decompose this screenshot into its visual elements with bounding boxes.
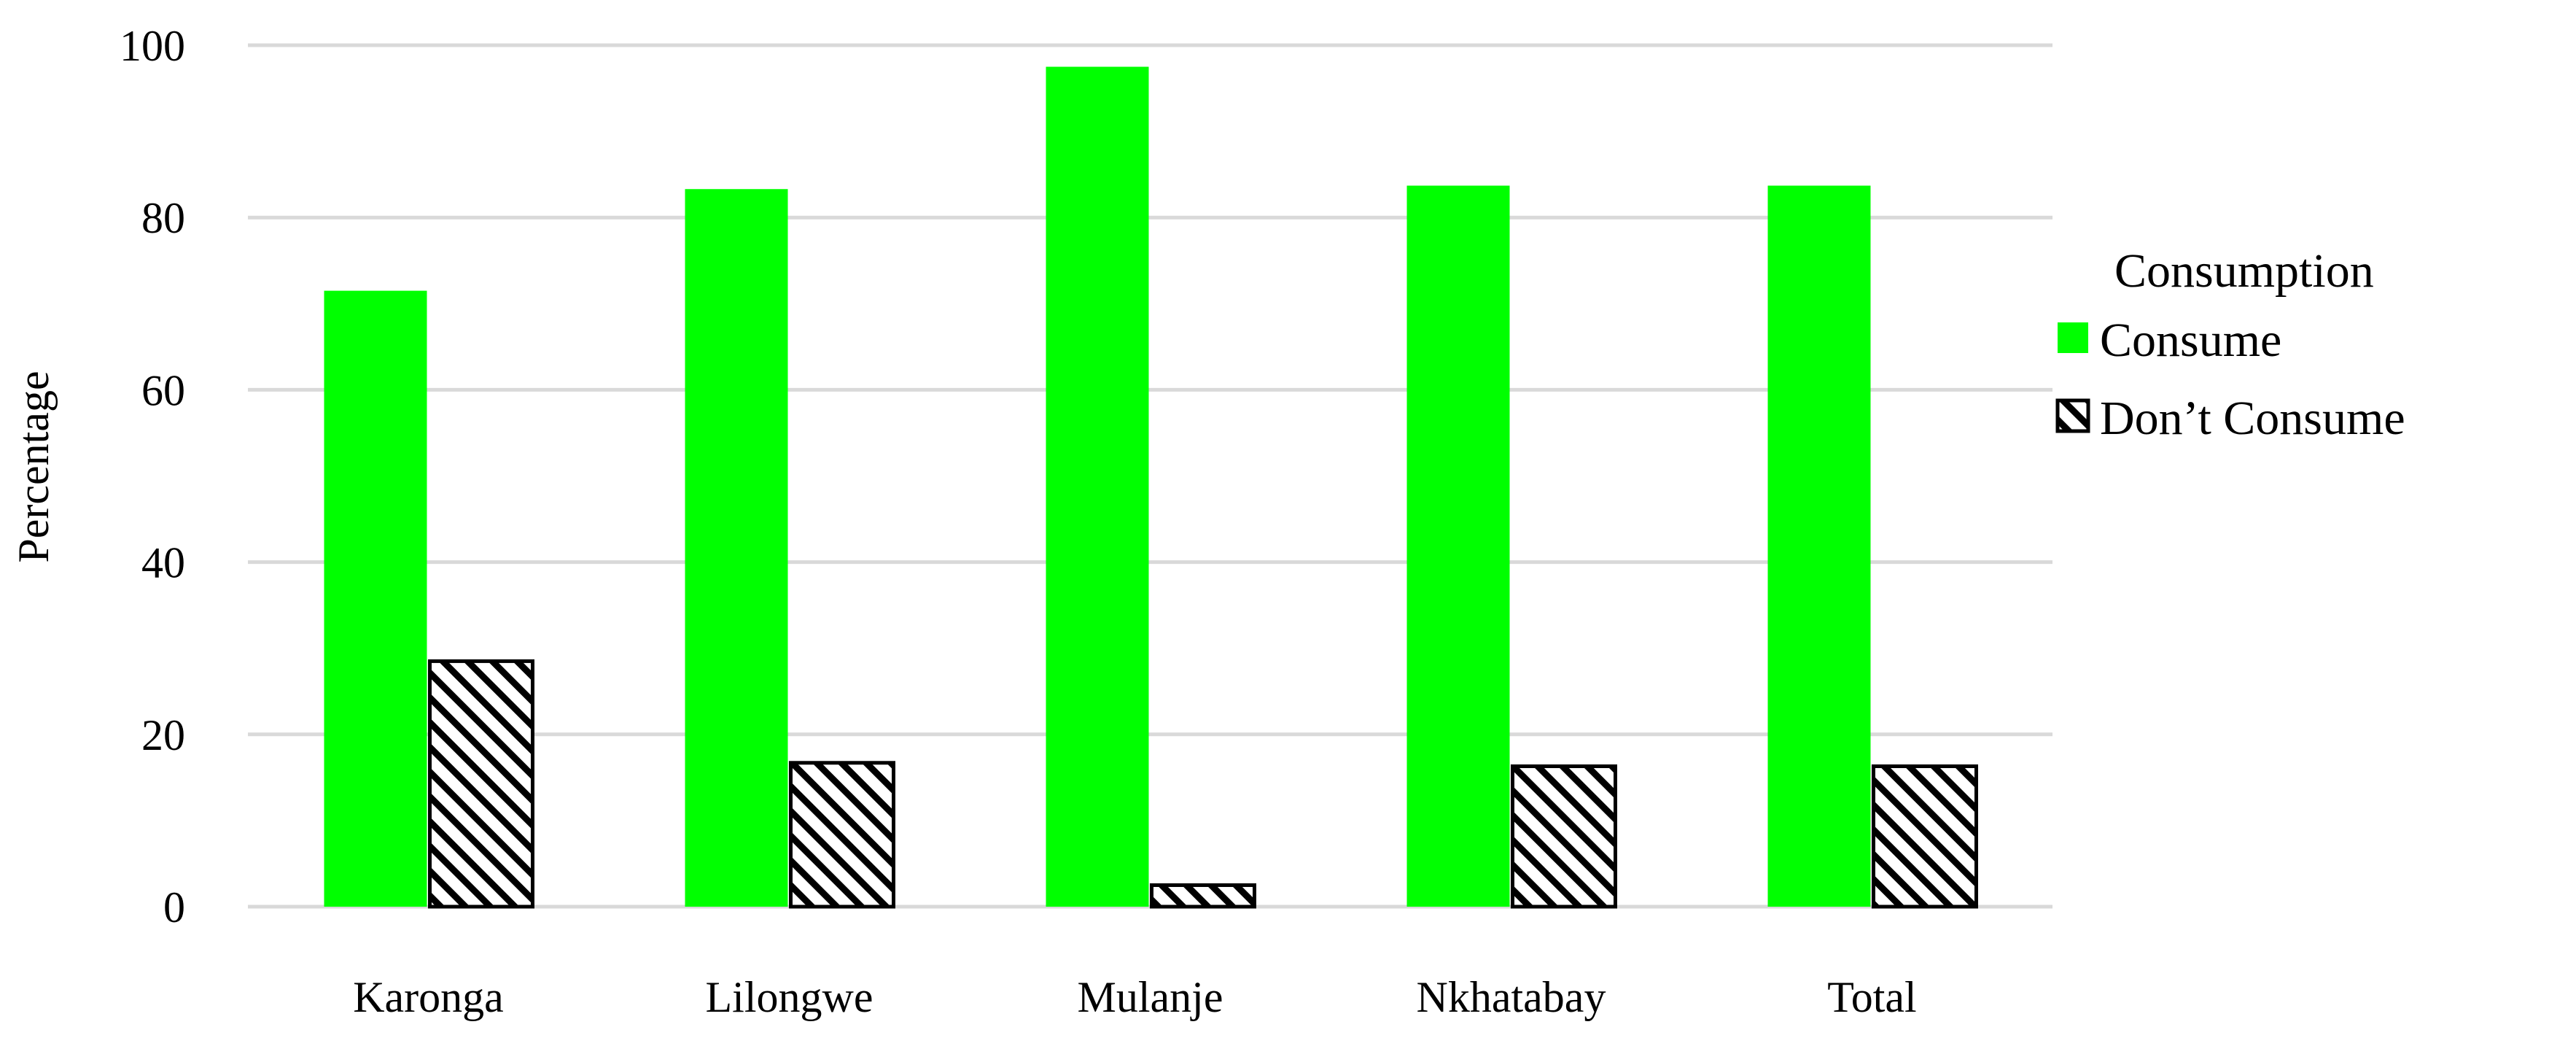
y-tick-label: 0: [163, 883, 185, 931]
legend: Consumption Consume Don’t Consume: [2055, 244, 2405, 445]
y-axis-ticks: 0 20 40 60 80 100: [120, 22, 185, 931]
x-axis-labels: Karonga Lilongwe Mulanje Nkhatabay Total: [353, 973, 1917, 1021]
y-tick-label: 100: [120, 22, 185, 70]
legend-swatch-dont-consume: [2055, 398, 2090, 433]
bar-dont-consume: [428, 659, 534, 909]
x-tick-label: Karonga: [353, 973, 504, 1021]
bar-dont-consume: [1872, 764, 1978, 909]
bar-consume: [324, 290, 427, 907]
bars: [324, 66, 1978, 909]
legend-items: Consume Don’t Consume: [2055, 314, 2405, 445]
legend-swatch-consume: [2058, 322, 2088, 353]
bar-consume: [1767, 185, 1871, 907]
legend-label: Don’t Consume: [2100, 392, 2405, 445]
y-axis-title: Percentage: [9, 371, 58, 562]
bar-dont-consume: [1150, 883, 1256, 909]
y-tick-label: 40: [141, 539, 185, 587]
x-tick-label: Total: [1827, 973, 1916, 1021]
legend-label: Consume: [2100, 314, 2281, 367]
bar-dont-consume: [1511, 764, 1617, 909]
y-tick-label: 60: [141, 366, 185, 414]
bar-consume: [1046, 66, 1149, 907]
y-tick-label: 80: [141, 194, 185, 242]
x-tick-label: Lilongwe: [706, 973, 873, 1021]
y-tick-label: 20: [141, 711, 185, 759]
bar-consume: [685, 189, 788, 907]
x-tick-label: Mulanje: [1078, 973, 1223, 1021]
bar-dont-consume: [789, 761, 895, 909]
bar-consume: [1406, 185, 1510, 907]
legend-title: Consumption: [2114, 244, 2374, 298]
x-tick-label: Nkhatabay: [1417, 973, 1606, 1021]
gridlines: [248, 43, 2052, 909]
